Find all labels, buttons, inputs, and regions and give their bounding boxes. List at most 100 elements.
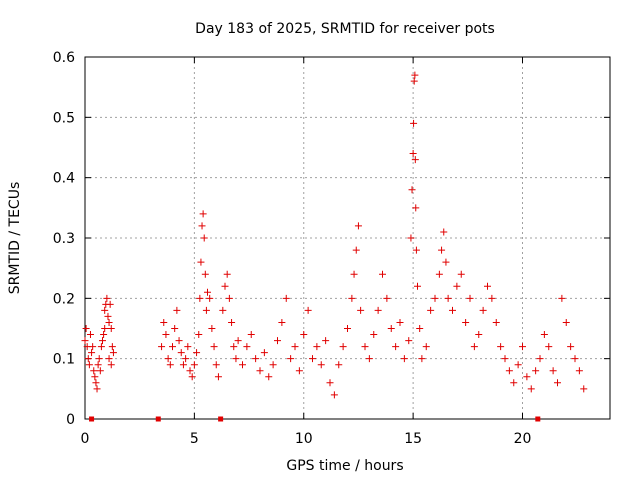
data-points (81, 71, 588, 399)
data-point (195, 331, 203, 339)
data-point (410, 77, 418, 85)
data-point (265, 373, 273, 381)
data-point (317, 361, 325, 369)
data-point (396, 318, 404, 326)
data-point (101, 325, 109, 332)
data-point (291, 343, 299, 351)
data-point (558, 294, 566, 302)
x-axis-label: GPS time / hours (286, 458, 403, 474)
x-tick-label: 15 (404, 431, 422, 447)
data-point (175, 337, 183, 345)
data-point (554, 379, 561, 387)
data-point (166, 361, 174, 369)
data-point (300, 331, 308, 339)
data-point (269, 361, 277, 369)
outage-marker (535, 416, 541, 422)
data-point (164, 355, 172, 363)
data-point (177, 349, 185, 357)
data-point (501, 355, 509, 363)
data-point (409, 150, 417, 158)
data-point (408, 186, 416, 194)
data-point (510, 379, 518, 387)
data-point (206, 294, 214, 302)
data-point (457, 270, 465, 278)
data-point (186, 367, 194, 375)
data-point (304, 306, 312, 314)
x-tick-label: 5 (190, 431, 199, 447)
data-point (100, 331, 108, 339)
outage-marker (89, 416, 95, 422)
data-point (171, 325, 179, 332)
data-point (179, 361, 187, 369)
data-point (184, 343, 192, 351)
data-point (370, 331, 378, 339)
data-point (497, 343, 505, 351)
data-point (190, 361, 198, 369)
data-point (350, 270, 358, 278)
data-point (453, 282, 461, 290)
data-point (214, 373, 222, 381)
data-point (354, 222, 362, 230)
y-tick-label: 0.1 (53, 352, 75, 368)
data-point (82, 325, 90, 332)
data-point (158, 343, 166, 351)
data-point (208, 325, 216, 332)
data-point (536, 355, 544, 363)
data-point (427, 306, 435, 314)
data-point (505, 367, 513, 375)
data-point (383, 294, 391, 302)
data-point (438, 246, 446, 254)
data-point (523, 373, 531, 381)
data-point (160, 318, 168, 326)
data-point (221, 282, 229, 290)
data-point (545, 343, 553, 351)
data-point (97, 343, 105, 351)
data-point (105, 318, 113, 326)
data-point (519, 343, 526, 351)
data-point (580, 385, 588, 393)
data-point (94, 361, 102, 369)
data-point (162, 331, 170, 339)
data-point (103, 294, 111, 302)
axis-ticks: 0 0.1 0.2 0.3 0.4 0.5 0.6 0 5 10 15 20 (53, 50, 610, 447)
data-point (88, 349, 96, 357)
data-point (405, 337, 413, 345)
data-point (374, 306, 382, 314)
data-point (462, 318, 470, 326)
data-point (540, 331, 548, 339)
data-point (479, 306, 487, 314)
data-point (93, 385, 101, 393)
data-point (198, 222, 206, 230)
data-point (309, 355, 316, 363)
data-point (514, 361, 522, 369)
data-point (575, 367, 583, 375)
grid (85, 57, 610, 419)
data-point (252, 355, 260, 363)
data-point (422, 343, 430, 351)
data-point (193, 349, 201, 357)
data-point (91, 373, 99, 381)
data-point (223, 270, 231, 278)
data-point (107, 361, 115, 369)
data-point (202, 306, 210, 314)
y-tick-label: 0.6 (53, 50, 75, 66)
data-point (104, 312, 112, 320)
data-point (278, 318, 286, 326)
data-point (361, 343, 369, 351)
y-tick-label: 0.4 (53, 171, 75, 187)
y-tick-label: 0.3 (53, 231, 75, 247)
data-point (431, 294, 439, 302)
data-point (204, 288, 211, 296)
data-point (188, 373, 196, 381)
data-point (414, 282, 421, 290)
data-point (410, 119, 418, 127)
y-tick-label: 0.2 (53, 291, 75, 307)
data-point (484, 282, 491, 290)
y-tick-label: 0 (66, 412, 75, 428)
data-point (339, 343, 347, 351)
data-point (200, 234, 208, 242)
data-point (488, 294, 496, 302)
data-point (256, 367, 264, 375)
outage-marker (218, 416, 224, 422)
